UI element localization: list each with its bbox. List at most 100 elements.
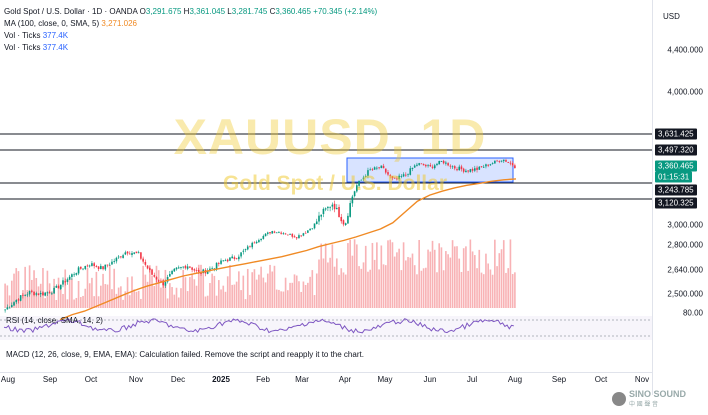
rsi-label[interactable]: RSI (14, close, SMA, 14, 2) bbox=[6, 316, 103, 325]
level-tag[interactable]: 3,120.325 bbox=[655, 197, 697, 209]
candle-body[interactable] bbox=[242, 250, 245, 252]
candle-body[interactable] bbox=[26, 294, 29, 296]
candle-body[interactable] bbox=[407, 174, 409, 176]
candle-body[interactable] bbox=[502, 159, 505, 162]
candle-body[interactable] bbox=[442, 160, 445, 164]
candle-body[interactable] bbox=[131, 253, 133, 255]
vol-label-2[interactable]: Vol · Ticks bbox=[4, 43, 41, 52]
candle-body[interactable] bbox=[137, 252, 140, 254]
candle-body[interactable] bbox=[117, 256, 120, 258]
candle-body[interactable] bbox=[244, 249, 247, 251]
candle-body[interactable] bbox=[362, 177, 365, 180]
candle-body[interactable] bbox=[367, 170, 369, 176]
candle-body[interactable] bbox=[360, 179, 363, 181]
candle-body[interactable] bbox=[197, 269, 200, 272]
candle-body[interactable] bbox=[398, 175, 400, 180]
candle-body[interactable] bbox=[302, 233, 305, 236]
candle-body[interactable] bbox=[494, 160, 496, 164]
legend-symbol-row[interactable]: Gold Spot / U.S. Dollar · 1D · OANDA O3,… bbox=[4, 6, 377, 18]
candle-body[interactable] bbox=[182, 266, 185, 268]
candle-body[interactable] bbox=[235, 258, 238, 260]
candle-body[interactable] bbox=[311, 228, 314, 230]
candle-body[interactable] bbox=[91, 263, 93, 266]
candle-body[interactable] bbox=[77, 267, 80, 274]
candle-body[interactable] bbox=[113, 261, 116, 262]
candle-body[interactable] bbox=[387, 172, 389, 175]
candle-body[interactable] bbox=[122, 255, 124, 258]
candle-body[interactable] bbox=[220, 260, 222, 264]
candle-body[interactable] bbox=[391, 176, 394, 179]
candle-body[interactable] bbox=[451, 166, 454, 168]
candle-body[interactable] bbox=[209, 268, 211, 271]
candle-body[interactable] bbox=[151, 269, 153, 275]
candle-body[interactable] bbox=[238, 256, 240, 260]
candle-body[interactable] bbox=[425, 164, 427, 167]
candle-body[interactable] bbox=[37, 293, 40, 295]
candle-body[interactable] bbox=[382, 165, 385, 169]
candle-body[interactable] bbox=[255, 241, 258, 244]
candle-body[interactable] bbox=[460, 166, 463, 170]
candle-body[interactable] bbox=[28, 290, 31, 295]
candle-body[interactable] bbox=[420, 163, 423, 165]
candle-body[interactable] bbox=[240, 252, 242, 257]
candle-body[interactable] bbox=[57, 285, 60, 289]
current-price-tag[interactable]: 3,360.465 bbox=[655, 160, 697, 172]
candle-body[interactable] bbox=[427, 165, 429, 167]
candle-body[interactable] bbox=[438, 160, 441, 165]
candle-body[interactable] bbox=[231, 256, 233, 259]
candle-body[interactable] bbox=[364, 176, 367, 178]
candle-body[interactable] bbox=[505, 160, 507, 162]
candle-body[interactable] bbox=[320, 214, 323, 217]
candle-body[interactable] bbox=[73, 274, 75, 276]
candle-body[interactable] bbox=[291, 233, 294, 237]
candle-body[interactable] bbox=[46, 292, 49, 294]
candle-body[interactable] bbox=[411, 167, 414, 169]
candle-body[interactable] bbox=[86, 265, 89, 267]
candle-body[interactable] bbox=[175, 267, 178, 270]
candle-body[interactable] bbox=[144, 261, 147, 265]
candle-body[interactable] bbox=[95, 266, 98, 267]
candle-body[interactable] bbox=[482, 166, 485, 168]
candle-body[interactable] bbox=[66, 279, 69, 282]
candle-body[interactable] bbox=[496, 160, 498, 162]
chart-area[interactable]: XAUUSD, 1D Gold Spot / U.S. Dollar Gold … bbox=[0, 0, 652, 372]
candle-body[interactable] bbox=[233, 257, 236, 259]
candle-body[interactable] bbox=[84, 266, 87, 269]
candle-body[interactable] bbox=[193, 269, 196, 271]
candle-body[interactable] bbox=[189, 266, 191, 268]
candle-body[interactable] bbox=[467, 170, 469, 172]
candle-body[interactable] bbox=[200, 272, 202, 274]
candle-body[interactable] bbox=[173, 268, 176, 272]
candle-body[interactable] bbox=[335, 207, 338, 210]
candle-body[interactable] bbox=[431, 166, 434, 168]
candle-body[interactable] bbox=[295, 237, 298, 239]
candle-body[interactable] bbox=[111, 261, 113, 265]
candle-body[interactable] bbox=[166, 277, 169, 282]
candle-body[interactable] bbox=[278, 232, 280, 233]
candle-body[interactable] bbox=[293, 236, 296, 238]
candle-body[interactable] bbox=[55, 285, 58, 288]
candle-body[interactable] bbox=[251, 242, 254, 248]
candle-body[interactable] bbox=[478, 166, 481, 170]
candle-body[interactable] bbox=[128, 253, 131, 255]
candle-body[interactable] bbox=[171, 270, 173, 275]
candle-body[interactable] bbox=[8, 307, 11, 309]
candle-body[interactable] bbox=[155, 277, 158, 280]
candle-body[interactable] bbox=[429, 164, 432, 167]
candle-body[interactable] bbox=[331, 204, 334, 207]
level-tag[interactable]: 3,631.425 bbox=[655, 128, 697, 140]
candle-body[interactable] bbox=[180, 267, 182, 268]
candle-body[interactable] bbox=[106, 264, 109, 266]
candle-body[interactable] bbox=[246, 246, 249, 250]
candle-body[interactable] bbox=[315, 221, 318, 224]
candle-body[interactable] bbox=[115, 257, 118, 262]
candle-body[interactable] bbox=[389, 175, 392, 177]
candle-body[interactable] bbox=[269, 232, 271, 234]
candle-body[interactable] bbox=[51, 293, 53, 295]
candle-body[interactable] bbox=[79, 266, 82, 269]
candle-body[interactable] bbox=[68, 276, 71, 280]
candle-body[interactable] bbox=[469, 169, 472, 172]
candle-body[interactable] bbox=[164, 282, 167, 286]
candle-body[interactable] bbox=[48, 292, 51, 294]
level-tag[interactable]: 3,243.785 bbox=[655, 184, 697, 196]
